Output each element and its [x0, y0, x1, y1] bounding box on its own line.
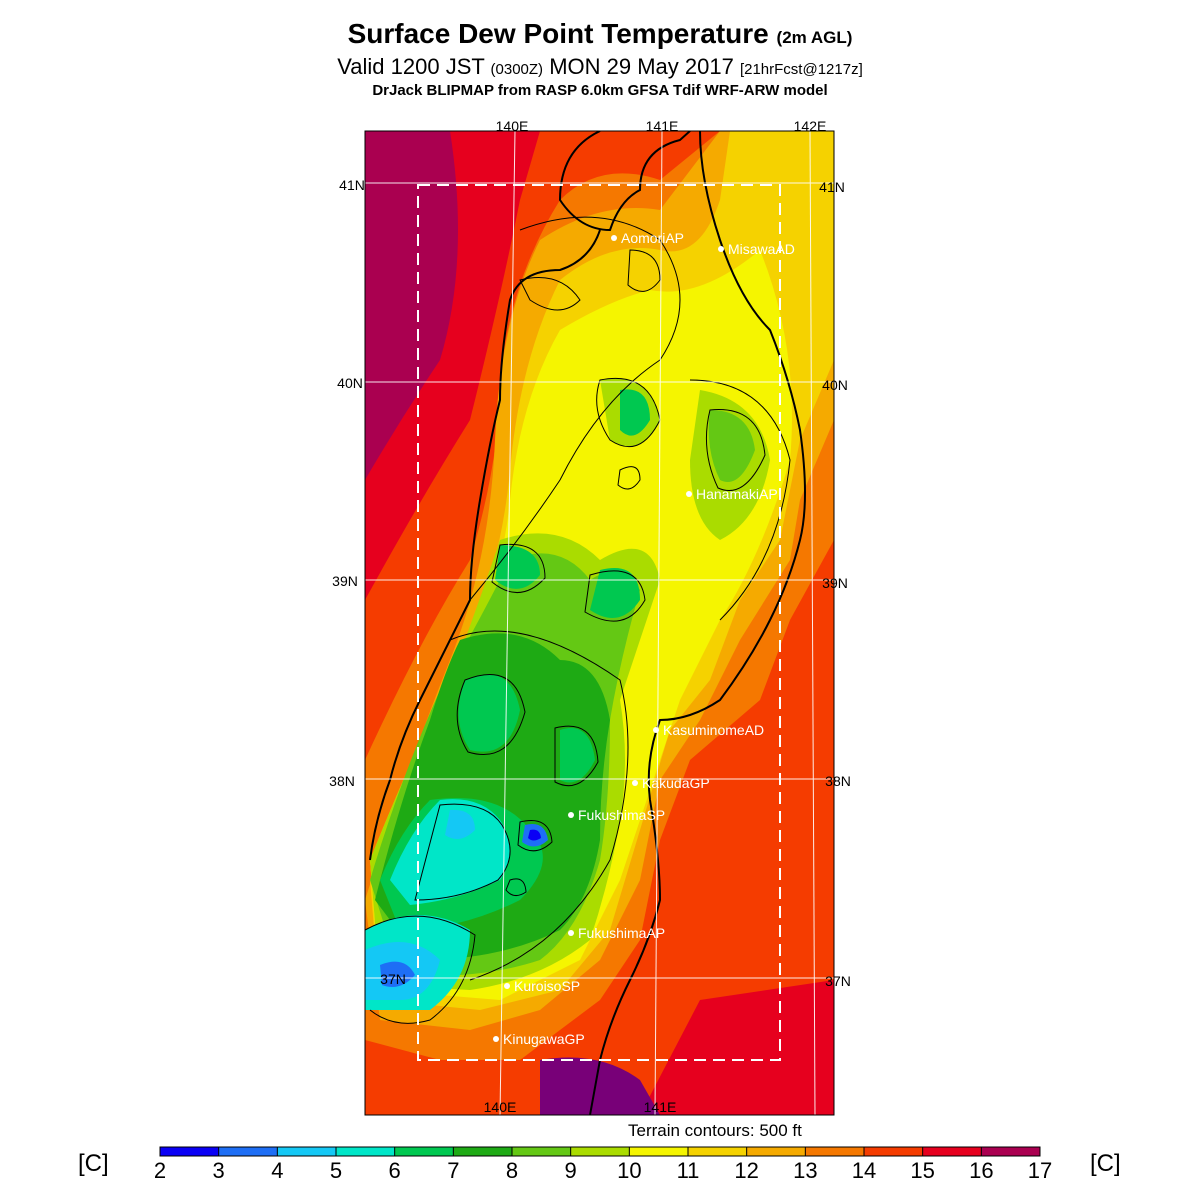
colorbar-swatch [864, 1147, 924, 1156]
colorbar-tick-label: 16 [969, 1158, 994, 1183]
lat-label-left-41n: 41N [339, 177, 365, 193]
colorbar-tick-label: 6 [388, 1158, 401, 1183]
colorbar [159, 1146, 1041, 1157]
colorbar-tick-label: 10 [617, 1158, 642, 1183]
terrain-note: Terrain contours: 500 ft [628, 1121, 802, 1140]
colorbar-tick-label: 13 [793, 1158, 818, 1183]
colorbar-tick-label: 8 [505, 1158, 519, 1183]
chart-title: Surface Dew Point Temperature (2m AGL) [0, 18, 1200, 50]
site-dot-aomori [611, 235, 617, 241]
valid-main: Valid 1200 JST [337, 54, 485, 79]
lat-label-right-41n: 41N [819, 179, 845, 195]
colorbar-unit-left: [C] [78, 1150, 109, 1177]
valid-date: MON 29 May 2017 [549, 54, 734, 79]
colorbar-swatch [218, 1147, 278, 1156]
coastline [369, 131, 806, 1115]
field-8-east [708, 410, 755, 482]
inner-domain-box [417, 184, 781, 1061]
colorbar-tick-label: 17 [1027, 1158, 1053, 1183]
site-label-hanamaki: HanamakiAP [696, 486, 778, 502]
field-17 [540, 1057, 660, 1115]
lat-label-right-37n: 37N [825, 973, 851, 989]
site-dot-kakuda [632, 780, 638, 786]
lat-label-left-38n: 38N [329, 773, 355, 789]
colorbar-swatch [160, 1147, 220, 1156]
lon-label-bottom-141e: 141E [644, 1099, 677, 1115]
lat-label-left-37n: 37N [380, 971, 406, 987]
field-6-patches [495, 389, 650, 618]
site-label-fukushima-sp: FukushimaSP [578, 807, 665, 823]
lon-label-top-140e: 140E [496, 118, 529, 134]
title-text: Surface Dew Point Temperature [347, 18, 769, 49]
site-dot-kinugawa [493, 1036, 499, 1042]
lon-label-bottom-140e: 140E [484, 1099, 517, 1115]
lat-label-right-38n: 38N [825, 773, 851, 789]
field-4 [365, 809, 475, 1000]
colorbar-swatch [453, 1147, 513, 1156]
colorbar-tick-label: 9 [564, 1158, 577, 1183]
colorbar-swatch [336, 1147, 396, 1156]
field-3 [380, 824, 548, 988]
field-2 [528, 829, 541, 841]
dewpoint-field [365, 131, 834, 1115]
lat-label-left-40n: 40N [337, 375, 363, 391]
site-dot-hanamaki [686, 491, 692, 497]
colorbar-tick-label: 11 [676, 1158, 700, 1183]
colorbar-tick-label: 4 [271, 1158, 284, 1183]
lat-label-right-39n: 39N [822, 575, 848, 591]
colorbar-tick-label: 14 [851, 1158, 877, 1183]
colorbar-tick-label: 7 [447, 1158, 460, 1183]
site-label-fukushima-ap: FukushimaAP [578, 925, 665, 941]
colorbar-border [159, 1146, 1041, 1157]
site-markers: AomoriAP MisawaAD HanamakiAP KasuminomeA… [493, 230, 795, 1047]
model-line: DrJack BLIPMAP from RASP 6.0km GFSA Tdif… [372, 82, 828, 99]
site-dot-misawa [718, 246, 724, 252]
site-dot-kuroiso [504, 983, 510, 989]
site-dot-kasuminome [653, 727, 659, 733]
map-border [364, 130, 835, 1116]
site-label-aomori: AomoriAP [621, 230, 684, 246]
site-label-kuroiso: KuroisoSP [514, 978, 580, 994]
colorbar-swatch [746, 1147, 806, 1156]
site-label-kakuda: KakudaGP [642, 775, 710, 791]
lon-label-top-142e: 142E [794, 118, 827, 134]
valid-time-line: Valid 1200 JST (0300Z) MON 29 May 2017 [… [0, 54, 1200, 80]
colorbar-tick-label: 12 [734, 1158, 759, 1183]
valid-fcst: [21hrFcst@1217z] [739, 61, 863, 78]
colorbar-swatch [394, 1147, 454, 1156]
site-dot-fukushima-sp [568, 812, 574, 818]
colorbar-tick-label: 2 [153, 1158, 167, 1183]
site-label-kasuminome: KasuminomeAD [663, 722, 764, 738]
site-label-misawa: MisawaAD [728, 241, 795, 257]
colorbar-swatch [805, 1147, 865, 1156]
site-label-kinugawa: KinugawaGP [503, 1031, 585, 1047]
colorbar-tick-label: 3 [212, 1158, 225, 1183]
colorbar-swatch [512, 1147, 572, 1156]
colorbar-swatch [277, 1147, 337, 1156]
valid-utc: (0300Z) [490, 61, 544, 78]
lat-lon-grid [365, 131, 834, 1115]
lat-label-right-40n: 40N [822, 377, 848, 393]
title-suffix: (2m AGL) [776, 28, 853, 47]
colorbar-unit-right: [C] [1090, 1150, 1121, 1177]
colorbar-tick-label: 5 [329, 1158, 343, 1183]
colorbar-swatch [981, 1147, 1041, 1156]
lon-label-top-141e: 141E [646, 118, 679, 134]
colorbar-swatch [629, 1147, 689, 1156]
colorbar-swatch [570, 1147, 630, 1156]
site-dot-fukushima-ap [568, 930, 574, 936]
colorbar-swatch [688, 1147, 748, 1156]
colorbar-swatch [922, 1147, 982, 1156]
lat-label-left-39n: 39N [332, 573, 358, 589]
colorbar-tick-label: 15 [910, 1158, 935, 1183]
